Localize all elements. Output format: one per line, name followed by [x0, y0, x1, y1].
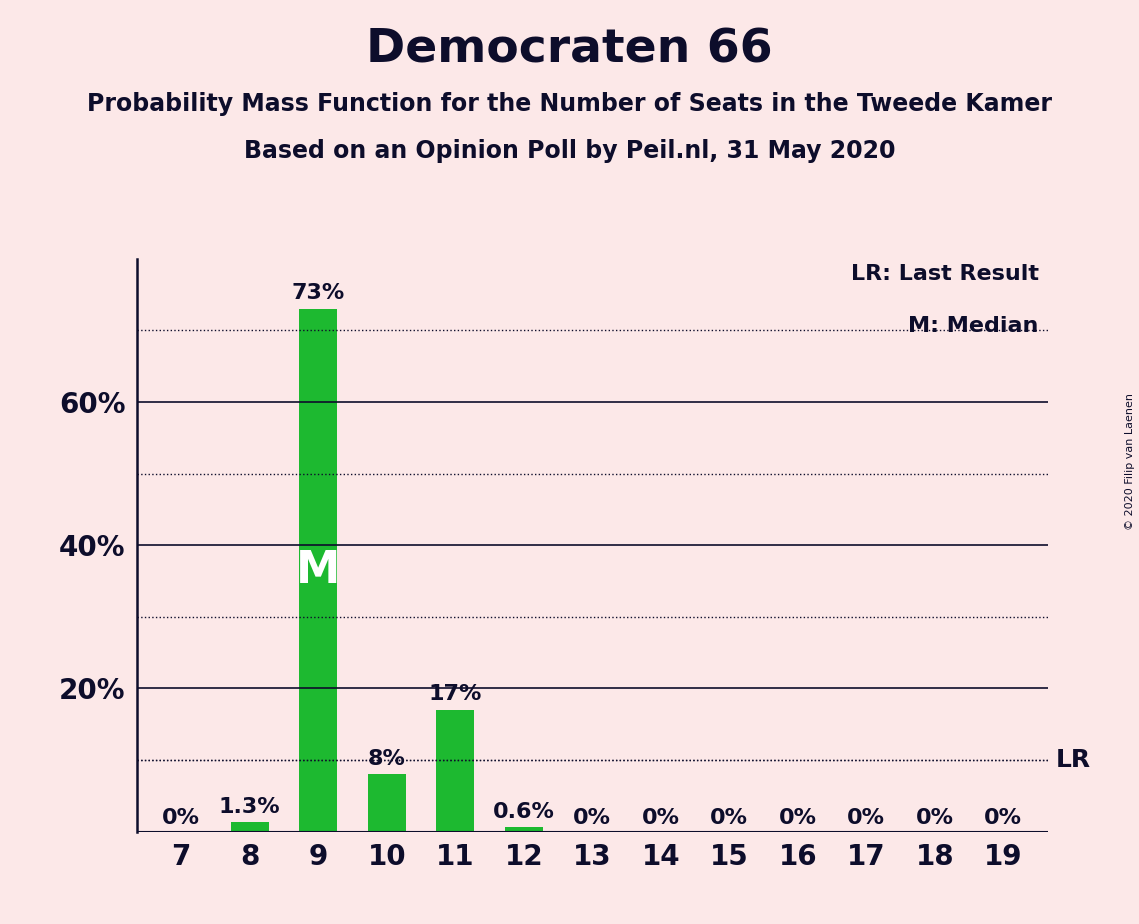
- Bar: [300, 309, 337, 832]
- Text: M: M: [296, 549, 341, 591]
- Text: 0%: 0%: [847, 808, 885, 828]
- Text: LR: Last Result: LR: Last Result: [851, 264, 1039, 285]
- Text: 0%: 0%: [984, 808, 1023, 828]
- Bar: [368, 774, 405, 832]
- Text: 0.6%: 0.6%: [493, 802, 555, 821]
- Text: Democraten 66: Democraten 66: [366, 28, 773, 73]
- Text: 0%: 0%: [162, 808, 200, 828]
- Text: 73%: 73%: [292, 283, 345, 303]
- Bar: [505, 827, 542, 832]
- Text: M: Median: M: Median: [909, 316, 1039, 336]
- Bar: [231, 822, 269, 832]
- Text: LR: LR: [1056, 748, 1091, 772]
- Text: 0%: 0%: [711, 808, 748, 828]
- Text: 0%: 0%: [916, 808, 953, 828]
- Text: 0%: 0%: [573, 808, 612, 828]
- Text: 8%: 8%: [368, 748, 405, 769]
- Text: 0%: 0%: [779, 808, 817, 828]
- Text: Probability Mass Function for the Number of Seats in the Tweede Kamer: Probability Mass Function for the Number…: [87, 92, 1052, 116]
- Bar: [436, 710, 474, 832]
- Text: Based on an Opinion Poll by Peil.nl, 31 May 2020: Based on an Opinion Poll by Peil.nl, 31 …: [244, 139, 895, 163]
- Text: 1.3%: 1.3%: [219, 796, 280, 817]
- Text: © 2020 Filip van Laenen: © 2020 Filip van Laenen: [1125, 394, 1134, 530]
- Text: 0%: 0%: [641, 808, 680, 828]
- Text: 17%: 17%: [428, 684, 482, 704]
